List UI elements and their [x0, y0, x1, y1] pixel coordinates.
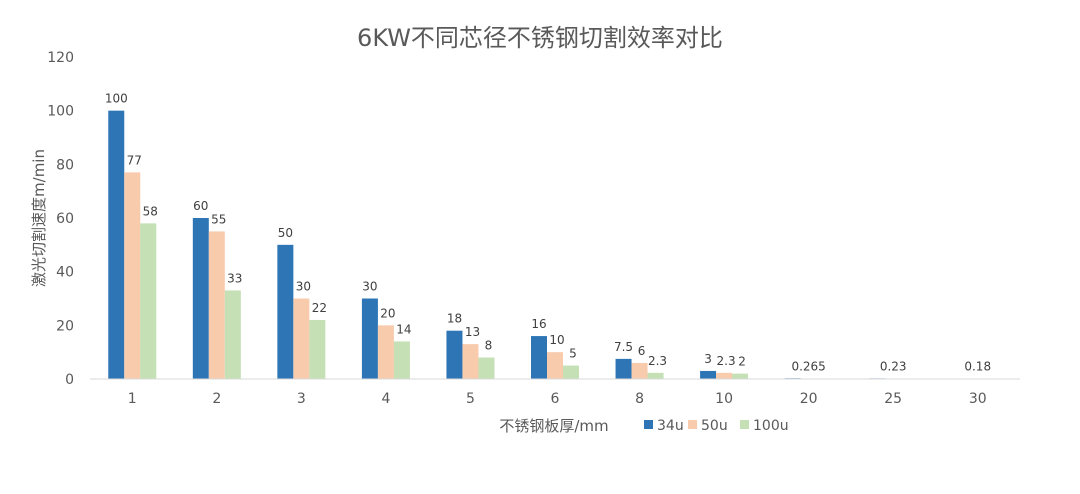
legend-label-100u: 100u: [753, 418, 789, 434]
data-label-100u-10: 2: [738, 355, 746, 369]
data-label-100u-5: 8: [485, 339, 493, 353]
data-label-34u-10: 3: [704, 352, 712, 366]
legend: 34u 50u 100u: [644, 418, 789, 434]
data-label-100u-4: 14: [396, 322, 411, 336]
bar-100u-8: [647, 372, 664, 379]
data-label-50u-10: 2.3: [717, 354, 736, 368]
bar-50u-1: [124, 172, 141, 379]
data-label-100u-8: 2.3: [648, 354, 667, 368]
y-tick-label: 0: [65, 372, 74, 388]
bar-34u-10: [700, 370, 717, 379]
data-label-34u-30: 0.18: [964, 360, 991, 374]
data-label-50u-6: 10: [549, 333, 564, 347]
bar-50u-8: [631, 362, 648, 379]
chart-title: 6KW不同芯径不锈钢切割效率对比: [357, 24, 723, 52]
data-label-34u-8: 7.5: [614, 340, 633, 354]
bars: [108, 110, 970, 380]
data-label-50u-2: 55: [211, 212, 226, 226]
x-tick-label: 20: [800, 391, 818, 407]
data-label-34u-3: 50: [278, 226, 293, 240]
bar-50u-5: [462, 344, 479, 379]
bar-34u-3: [277, 244, 294, 379]
y-tick-label: 60: [56, 211, 74, 227]
legend-label-50u: 50u: [701, 418, 728, 434]
x-tick-label: 2: [212, 391, 221, 407]
y-tick-label: 80: [56, 157, 74, 173]
bar-34u-6: [531, 336, 547, 379]
bar-34u-1: [108, 110, 125, 380]
y-tick-label: 120: [47, 50, 74, 66]
data-label-50u-4: 20: [380, 306, 395, 320]
y-tick-label: 40: [56, 265, 74, 281]
x-tick-label: 8: [635, 391, 644, 407]
bar-34u-8: [615, 358, 632, 379]
bar-100u-10: [732, 373, 749, 379]
x-axis-ticks: 1 2 3 4 5 6 8 10 20 25 30: [128, 391, 987, 407]
legend-swatch-34u: [644, 420, 653, 429]
data-label-34u-5: 18: [447, 312, 462, 326]
bar-34u-5: [446, 330, 463, 379]
data-label-34u-2: 60: [193, 199, 208, 213]
data-label-34u-25: 0.23: [880, 359, 907, 373]
data-label-100u-1: 58: [143, 204, 158, 218]
x-tick-label: 5: [466, 391, 475, 407]
data-label-34u-4: 30: [362, 280, 377, 294]
data-label-100u-6: 5: [569, 347, 577, 361]
data-label-50u-8: 6: [638, 344, 646, 358]
bar-34u-4: [361, 298, 378, 379]
bar-50u-10: [716, 372, 733, 379]
y-axis-ticks: 0 20 40 60 80 100 120: [47, 50, 74, 388]
data-label-50u-3: 30: [296, 280, 311, 294]
bar-34u-2: [192, 218, 209, 379]
x-tick-label: 10: [715, 391, 733, 407]
x-axis-title: 不锈钢板厚/mm: [499, 417, 608, 435]
bar-100u-5: [478, 357, 495, 379]
bar-100u-2: [224, 290, 241, 379]
data-label-34u-20: 0.265: [791, 359, 825, 373]
x-tick-label: 1: [128, 391, 137, 407]
data-label-34u-6: 16: [531, 317, 546, 331]
bar-50u-6: [547, 352, 563, 379]
data-label-100u-3: 22: [312, 301, 327, 315]
x-tick-label: 25: [884, 391, 902, 407]
legend-swatch-100u: [740, 420, 749, 429]
bar-100u-4: [393, 341, 410, 379]
legend-label-34u: 34u: [657, 418, 684, 434]
bar-50u-3: [293, 298, 310, 379]
legend-swatch-50u: [688, 420, 697, 429]
y-tick-label: 20: [56, 318, 74, 334]
data-label-34u-1: 100: [105, 92, 128, 106]
y-tick-label: 100: [47, 104, 74, 120]
bar-50u-2: [208, 231, 225, 379]
bar-100u-3: [309, 319, 326, 379]
bar-100u-6: [563, 365, 579, 379]
data-label-50u-5: 13: [465, 325, 480, 339]
x-tick-label: 6: [551, 391, 560, 407]
x-tick-label: 4: [381, 391, 390, 407]
y-axis-title: 激光切割速度m/min: [30, 149, 48, 287]
x-tick-label: 3: [297, 391, 306, 407]
data-label-100u-2: 33: [227, 271, 242, 285]
bar-100u-1: [140, 223, 157, 379]
bar-50u-4: [377, 325, 394, 379]
x-tick-label: 30: [969, 391, 987, 407]
data-label-50u-1: 77: [127, 153, 142, 167]
